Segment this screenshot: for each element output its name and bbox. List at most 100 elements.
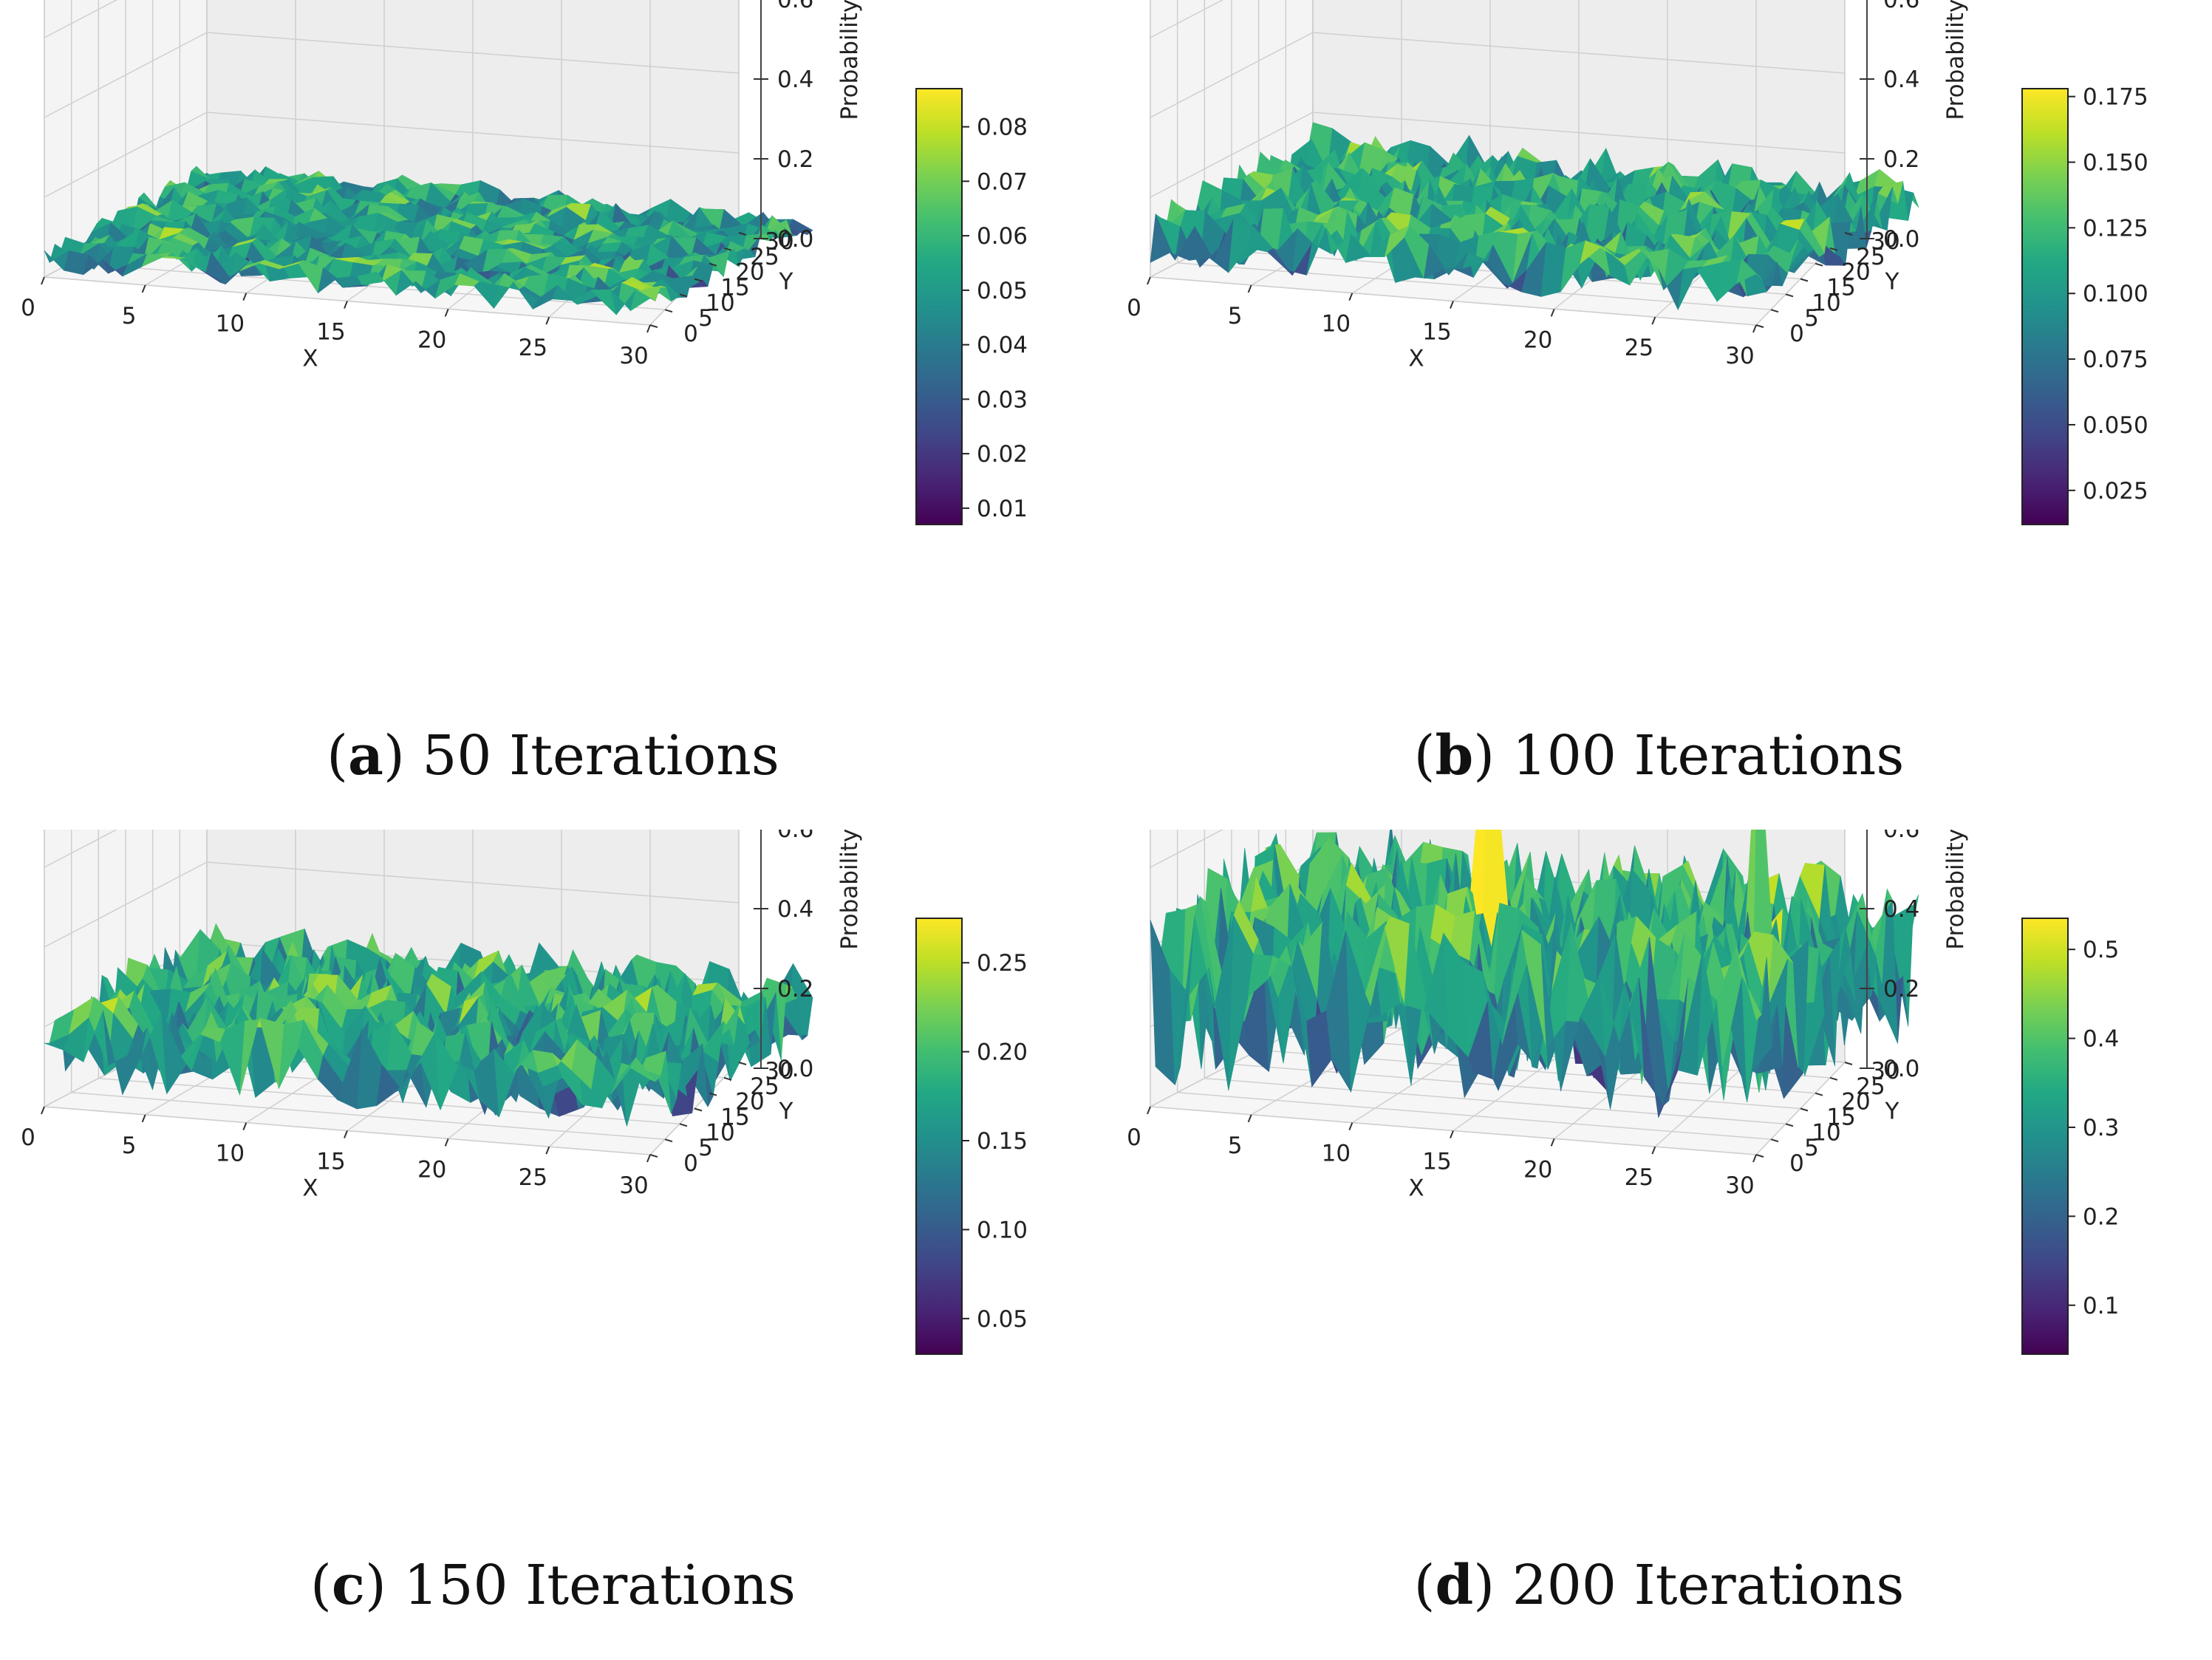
y-tick-mark — [1800, 278, 1809, 282]
x-tick-label: 0 — [1127, 1124, 1141, 1151]
x-tick-label: 10 — [1322, 1141, 1351, 1167]
y-tick-mark — [723, 247, 732, 251]
x-tick-label: 10 — [216, 311, 245, 338]
y-tick-mark — [1785, 1123, 1794, 1127]
x-tick-label: 20 — [1523, 327, 1552, 353]
x-tick-mark — [1550, 1138, 1555, 1147]
x-tick-mark — [344, 301, 348, 309]
x-tick-mark — [1651, 316, 1656, 325]
x-tick-mark — [1147, 276, 1151, 285]
x-tick-label: 15 — [1422, 1149, 1451, 1175]
x-tick-mark — [1147, 1106, 1151, 1115]
x-tick-label: 10 — [1322, 311, 1351, 338]
y-tick-mark — [694, 1107, 703, 1112]
y-tick-mark — [649, 1154, 658, 1158]
y-axis-label: Y — [779, 1098, 793, 1124]
z-tick-label: 0.0 — [777, 226, 813, 253]
caption-text: 50 Iterations — [422, 724, 779, 788]
z-tick-label: 0.2 — [1883, 146, 1919, 173]
x-tick-mark — [646, 324, 651, 333]
y-tick-label: 20 — [735, 1089, 764, 1116]
x-tick-label: 25 — [1625, 1164, 1653, 1191]
x-tick-label: 30 — [619, 343, 648, 369]
y-tick-mark — [1829, 1076, 1838, 1081]
y-tick-label: 25 — [750, 1073, 779, 1100]
surface-patch — [630, 1056, 656, 1082]
x-tick-label: 20 — [417, 1156, 446, 1183]
z-axis-label: Probability (Z) — [836, 0, 863, 120]
y-tick-mark — [738, 1062, 747, 1065]
z-axis-label: Probability (Z) — [836, 830, 863, 950]
x-tick-label: 5 — [1228, 1133, 1243, 1159]
wall-grid-z — [1150, 112, 1846, 198]
y-tick-mark — [694, 278, 703, 282]
z-tick-label: 0.4 — [777, 896, 813, 923]
y-tick-label: 20 — [735, 259, 764, 286]
y-tick-label: 5 — [1804, 1135, 1819, 1161]
y-tick-label: 5 — [698, 1135, 713, 1161]
y-axis-label: Y — [1885, 268, 1899, 295]
wall-grid-z — [44, 32, 740, 118]
x-tick-mark — [141, 284, 146, 293]
z-tick-label: 0.4 — [777, 66, 813, 93]
z-tick-label: 0.4 — [1883, 66, 1919, 93]
y-tick-label: 10 — [1812, 290, 1840, 316]
z-axis-label: Probability (Z) — [1942, 0, 1969, 120]
z-tick-label: 0.2 — [777, 976, 813, 1003]
y-tick-mark — [679, 1123, 688, 1127]
axes-group: 051015202530X051015202530Y0.00.20.40.60.… — [21, 830, 863, 1202]
y-tick-mark — [1844, 232, 1853, 236]
y-tick-label: 10 — [1812, 1119, 1840, 1146]
z-tick-label: 0.0 — [777, 1056, 813, 1082]
x-tick-mark — [1348, 293, 1354, 301]
y-tick-label: 20 — [1841, 259, 1870, 286]
caption-letter: c — [331, 1554, 365, 1617]
colorbar-gradient — [915, 918, 963, 1355]
x-tick-mark — [646, 1154, 651, 1163]
colorbar: 0.025 0.050 0.075 0.100 0.125 0.150 0.175 — [2021, 84, 2148, 525]
y-tick-label: 0 — [1789, 321, 1804, 347]
y-tick-label: 10 — [706, 1119, 734, 1146]
colorbar-tick-label: 0.2 — [2083, 1203, 2119, 1230]
x-tick-label: 15 — [316, 319, 345, 346]
surface-patch — [1736, 258, 1762, 284]
wall-grid-z — [1150, 32, 1846, 118]
surface — [1150, 830, 1919, 1118]
x-tick-mark — [444, 308, 449, 317]
colorbar-tick-label: 0.07 — [977, 168, 1028, 195]
y-tick-mark — [1829, 247, 1838, 251]
axes-group: 051015202530X051015202530Y0.00.20.40.60.… — [1127, 830, 1969, 1202]
x-tick-label: 30 — [1725, 343, 1754, 369]
z-axis-label: Probability (Z) — [1942, 830, 1969, 950]
y-tick-label: 30 — [765, 228, 793, 255]
floor-grid-y — [1231, 1063, 1801, 1110]
x-tick-mark — [1450, 301, 1454, 309]
z-tick-label: 0.2 — [1883, 976, 1919, 1003]
colorbar: 0.01 0.02 0.03 0.04 0.05 0.06 0.07 0.08 — [915, 88, 1028, 525]
x-tick-label: 30 — [619, 1172, 648, 1199]
y-tick-label: 5 — [698, 305, 713, 332]
colorbar-gradient — [2021, 918, 2069, 1355]
x-axis-label: X — [302, 346, 318, 372]
colorbar-tick-label: 0.15 — [977, 1128, 1028, 1155]
y-axis-label: Y — [779, 268, 793, 295]
surface — [44, 165, 813, 315]
caption-b: (b) 100 Iterations — [1413, 724, 1905, 788]
y-tick-mark — [1815, 1092, 1823, 1096]
colorbar-tick-label: 0.02 — [977, 441, 1028, 468]
floor-grid-y — [1204, 1077, 1786, 1125]
wall-grid-z — [44, 0, 118, 38]
x-tick-label: 25 — [1625, 335, 1653, 361]
y-tick-label: 30 — [765, 1058, 793, 1085]
caption-letter: d — [1435, 1554, 1474, 1617]
y-tick-label: 25 — [1856, 1073, 1885, 1100]
y-tick-label: 10 — [706, 290, 734, 316]
colorbar-tick-label: 0.150 — [2083, 150, 2148, 177]
y-tick-mark — [709, 262, 717, 267]
z-tick-label: 0.4 — [1883, 896, 1919, 923]
x-tick-mark — [41, 1106, 45, 1115]
x-tick-label: 30 — [1725, 1172, 1754, 1199]
colorbar-tick-label: 0.05 — [977, 1306, 1028, 1333]
wall-grid-z — [1150, 0, 1224, 38]
x-tick-mark — [1752, 324, 1757, 333]
